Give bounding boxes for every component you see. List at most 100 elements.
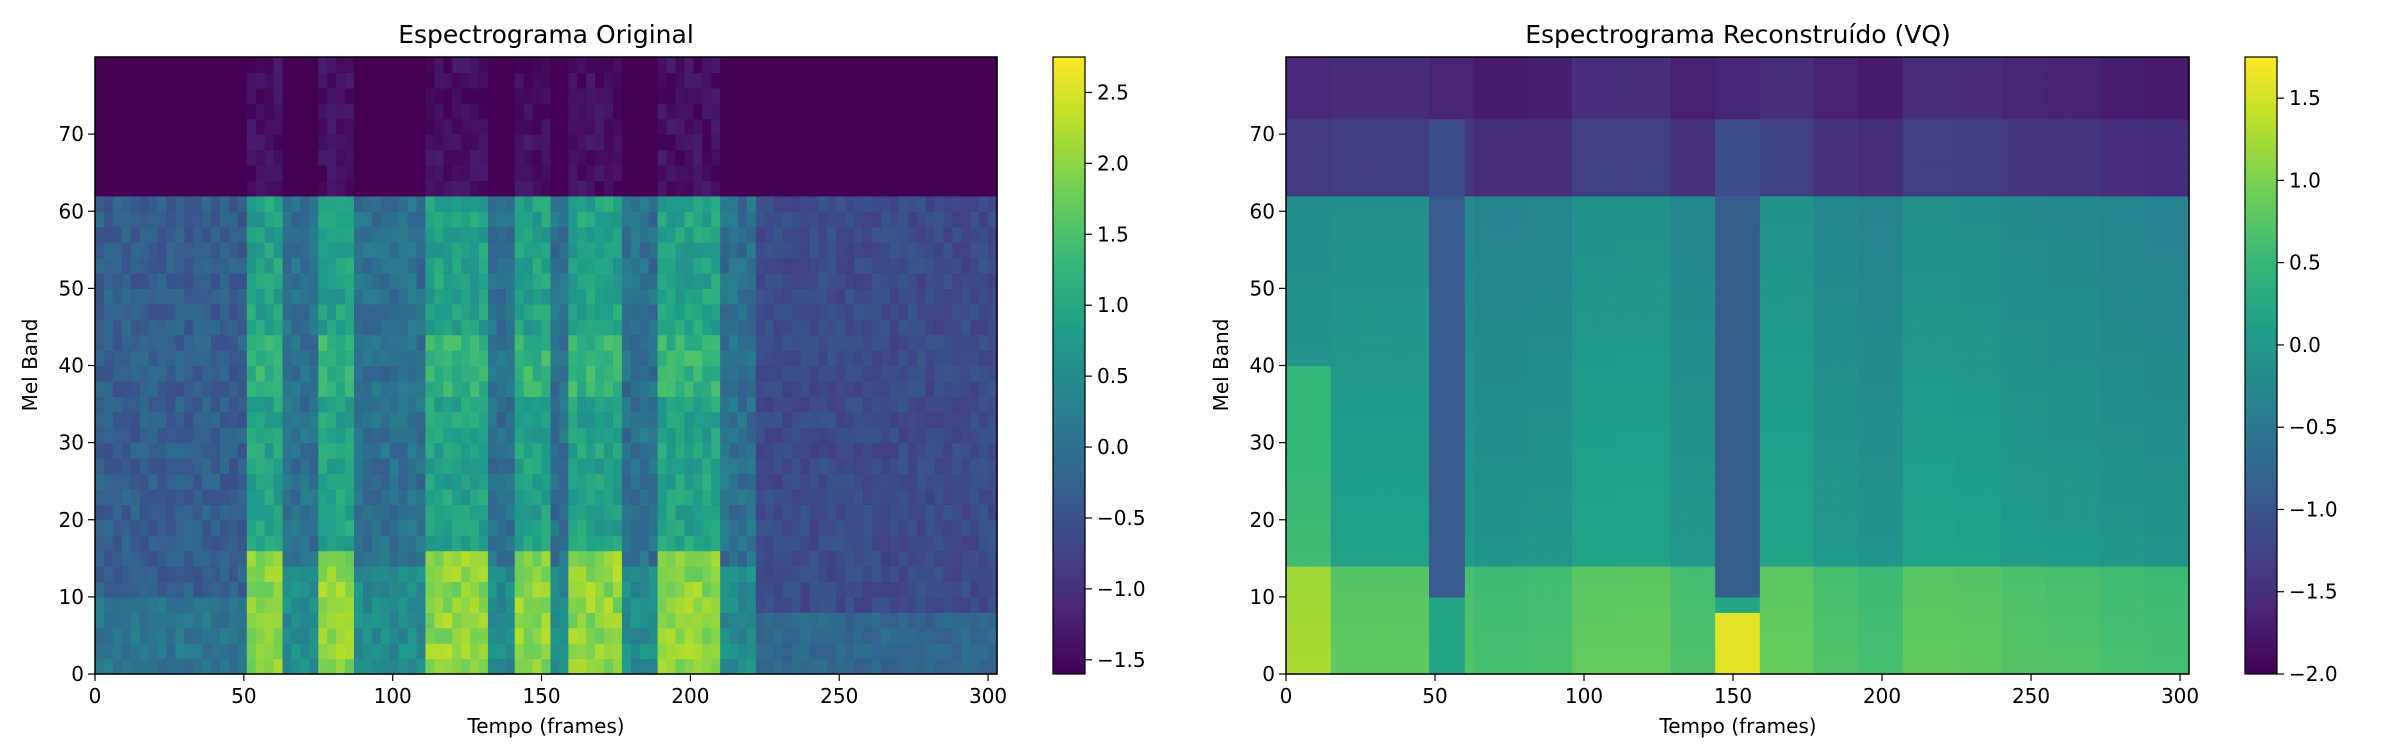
heatmap-cell <box>1456 381 1466 397</box>
heatmap-cell <box>934 150 944 166</box>
heatmap-cell <box>747 227 757 243</box>
heatmap-cell <box>291 103 301 119</box>
heatmap-cell <box>95 211 105 227</box>
heatmap-cell <box>443 180 453 196</box>
heatmap-cell <box>908 551 918 567</box>
heatmap-cell <box>238 134 248 150</box>
heatmap-cell <box>917 57 927 73</box>
heatmap-cell <box>104 612 114 628</box>
heatmap-cell <box>1429 304 1439 320</box>
heatmap-cell <box>693 535 703 551</box>
heatmap-cell <box>747 103 757 119</box>
heatmap-cell <box>327 628 337 644</box>
heatmap-cell <box>1456 258 1466 274</box>
heatmap-cell <box>1331 443 1341 459</box>
heatmap-cell <box>711 150 721 166</box>
heatmap-cell <box>542 196 552 212</box>
heatmap-cell <box>408 119 418 135</box>
heatmap-cell <box>417 211 427 227</box>
heatmap-cell <box>1411 412 1421 428</box>
heatmap-cell <box>95 427 105 443</box>
heatmap-cell <box>568 612 578 628</box>
heatmap-cell <box>926 88 936 104</box>
heatmap-cell <box>738 551 748 567</box>
heatmap-cell <box>158 319 168 335</box>
heatmap-cell <box>872 581 882 597</box>
heatmap-cell <box>934 366 944 382</box>
heatmap-cell <box>381 581 391 597</box>
heatmap-cell <box>1438 72 1448 88</box>
heatmap-cell <box>140 628 150 644</box>
heatmap-cell <box>497 551 507 567</box>
heatmap-cell <box>917 612 927 628</box>
heatmap-cell <box>1384 427 1394 443</box>
heatmap-cell <box>863 581 873 597</box>
heatmap-cell <box>95 396 105 412</box>
heatmap-cell <box>738 288 748 304</box>
heatmap-cell <box>283 458 293 474</box>
heatmap-cell <box>809 581 819 597</box>
heatmap-cell <box>1375 427 1385 443</box>
heatmap-cell <box>175 566 185 582</box>
heatmap-cell <box>309 489 319 505</box>
heatmap-cell <box>872 150 882 166</box>
heatmap-cell <box>586 103 596 119</box>
heatmap-cell <box>461 134 471 150</box>
heatmap-cell <box>854 242 864 258</box>
heatmap-cell <box>140 597 150 613</box>
heatmap-cell <box>265 566 275 582</box>
heatmap-cell <box>640 119 650 135</box>
heatmap-cell <box>604 196 614 212</box>
heatmap-cell <box>568 119 578 135</box>
heatmap-cell <box>256 628 266 644</box>
heatmap-cell <box>506 180 516 196</box>
heatmap-cell <box>550 150 560 166</box>
heatmap-cell <box>95 535 105 551</box>
heatmap-cell <box>113 288 123 304</box>
heatmap-cell <box>300 196 310 212</box>
heatmap-cell <box>193 350 203 366</box>
heatmap-cell <box>702 427 712 443</box>
heatmap-cell <box>595 612 605 628</box>
heatmap-cell <box>131 489 141 505</box>
heatmap-cell <box>1465 535 1475 551</box>
heatmap-cell <box>917 180 927 196</box>
heatmap-cell <box>515 335 525 351</box>
heatmap-cell <box>140 350 150 366</box>
heatmap-cell <box>711 458 721 474</box>
heatmap-cell <box>533 366 543 382</box>
heatmap-cell <box>756 72 766 88</box>
heatmap-cell <box>595 119 605 135</box>
heatmap-cell <box>890 57 900 73</box>
heatmap-cell <box>1384 643 1394 659</box>
heatmap-cell <box>631 242 641 258</box>
heatmap-cell <box>291 396 301 412</box>
heatmap-cell <box>693 227 703 243</box>
heatmap-cell <box>479 412 489 428</box>
heatmap-cell <box>104 196 114 212</box>
heatmap-cell <box>863 535 873 551</box>
heatmap-cell <box>756 227 766 243</box>
heatmap-cell <box>881 242 891 258</box>
heatmap-cell <box>461 196 471 212</box>
heatmap-cell <box>113 381 123 397</box>
heatmap-cell <box>327 366 337 382</box>
heatmap-cell <box>1456 520 1466 536</box>
heatmap-cell <box>667 520 677 536</box>
heatmap-cell <box>354 227 364 243</box>
heatmap-cell <box>693 628 703 644</box>
heatmap-cell <box>363 458 373 474</box>
heatmap-cell <box>184 520 194 536</box>
heatmap-cell <box>542 412 552 428</box>
heatmap-cell <box>729 103 739 119</box>
heatmap-cell <box>1465 628 1475 644</box>
heatmap-cell <box>684 566 694 582</box>
heatmap-cell <box>827 612 837 628</box>
heatmap-cell <box>943 366 953 382</box>
heatmap-cell <box>434 134 444 150</box>
heatmap-cell <box>658 119 668 135</box>
heatmap-cell <box>1331 381 1341 397</box>
heatmap-cell <box>149 72 159 88</box>
heatmap-cell <box>443 165 453 181</box>
heatmap-cell <box>613 551 623 567</box>
